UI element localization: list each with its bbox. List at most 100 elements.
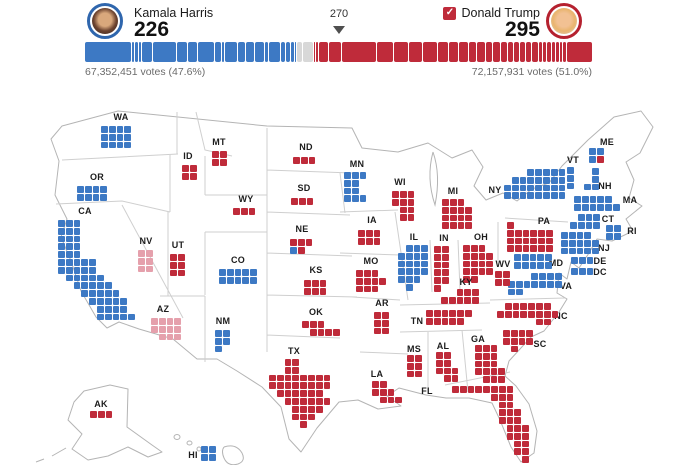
ev-square-fl[interactable] — [483, 386, 490, 393]
ev-square-nj[interactable] — [568, 232, 576, 239]
ev-square-oh[interactable] — [486, 252, 494, 260]
ev-square-oh[interactable] — [463, 252, 470, 260]
bar-segment-dem[interactable] — [197, 42, 214, 62]
ev-square-ca[interactable] — [73, 220, 81, 227]
ev-square-ny[interactable] — [511, 176, 519, 184]
ev-square-nj[interactable] — [561, 239, 568, 247]
ev-square-ny[interactable] — [527, 184, 535, 192]
bar-segment-dem[interactable] — [255, 42, 264, 62]
ev-square-or[interactable] — [84, 193, 92, 201]
ev-square-mo[interactable] — [363, 270, 371, 277]
ev-square-mo[interactable] — [356, 277, 363, 285]
ev-square-fl[interactable] — [491, 386, 498, 393]
ev-square-ny[interactable] — [511, 192, 519, 200]
ev-square-ca[interactable] — [58, 259, 65, 266]
ev-square-ca[interactable] — [97, 282, 104, 290]
ev-square-va[interactable] — [547, 280, 554, 288]
ev-square-ca[interactable] — [89, 290, 96, 297]
ev-square-nv[interactable] — [145, 265, 153, 273]
ev-square-in[interactable] — [441, 277, 449, 284]
ev-square-tx[interactable] — [315, 390, 323, 397]
ev-square-mo[interactable] — [371, 270, 379, 277]
bar-segment-dem[interactable] — [152, 42, 177, 62]
bar-segment-rep[interactable] — [477, 42, 485, 62]
ev-square-tx[interactable] — [323, 398, 331, 405]
ev-square-pa[interactable] — [538, 245, 545, 253]
ev-square-mo[interactable] — [363, 285, 371, 293]
ev-square-tn[interactable] — [433, 310, 441, 317]
ev-square-tx[interactable] — [323, 382, 331, 390]
ev-square-ri[interactable] — [613, 225, 621, 232]
ev-square-az[interactable] — [166, 318, 174, 325]
ev-square-hi[interactable] — [208, 446, 216, 453]
ev-square-il[interactable] — [421, 260, 429, 268]
ev-square-al[interactable] — [443, 352, 451, 359]
ev-square-co[interactable] — [219, 269, 226, 276]
ev-square-wa[interactable] — [116, 133, 124, 141]
ev-square-wi[interactable] — [399, 206, 407, 214]
ev-square-ma[interactable] — [581, 203, 589, 211]
ev-square-pa[interactable] — [530, 245, 538, 253]
ev-square-wa[interactable] — [101, 133, 108, 141]
ev-square-nc[interactable] — [504, 310, 512, 318]
bar-segment-rep[interactable] — [501, 42, 508, 62]
ev-square-oh[interactable] — [463, 245, 470, 252]
ev-square-ny[interactable] — [543, 176, 550, 184]
ev-square-nc[interactable] — [536, 318, 543, 326]
ev-square-nm[interactable] — [222, 337, 230, 345]
ev-square-va[interactable] — [554, 280, 562, 288]
ev-square-ca[interactable] — [120, 298, 128, 305]
bar-segment-dem[interactable] — [131, 42, 135, 62]
ev-square-mn[interactable] — [344, 187, 351, 195]
ev-square-al[interactable] — [443, 375, 451, 383]
ev-square-ca[interactable] — [73, 259, 81, 266]
ev-square-nj[interactable] — [592, 247, 599, 255]
ev-square-ny[interactable] — [543, 184, 550, 192]
ev-square-tx[interactable] — [323, 374, 331, 382]
bar-segment-dem[interactable] — [214, 42, 221, 62]
ev-square-oh[interactable] — [463, 276, 470, 283]
ev-square-mt[interactable] — [212, 151, 219, 158]
ev-square-in[interactable] — [434, 285, 441, 292]
ev-square-wa[interactable] — [108, 141, 116, 149]
bar-segment-dem[interactable] — [245, 42, 255, 62]
ev-square-az[interactable] — [158, 325, 166, 333]
ev-square-sc[interactable] — [526, 330, 534, 337]
ev-square-wi[interactable] — [407, 191, 415, 198]
ev-square-md[interactable] — [545, 261, 552, 269]
ev-square-wi[interactable] — [399, 198, 407, 206]
ev-square-wv[interactable] — [495, 278, 502, 286]
ev-square-tx[interactable] — [300, 374, 307, 382]
ev-square-ny[interactable] — [558, 184, 566, 192]
ev-square-mt[interactable] — [219, 151, 227, 158]
ev-square-la[interactable] — [387, 388, 395, 396]
ev-square-ok[interactable] — [309, 328, 317, 336]
bar-segment-dem[interactable] — [286, 42, 290, 62]
ev-square-tx[interactable] — [300, 405, 307, 413]
ev-square-ny[interactable] — [519, 176, 527, 184]
ev-square-or[interactable] — [100, 186, 108, 193]
bar-segment-dem[interactable] — [238, 42, 245, 62]
ev-square-ca[interactable] — [58, 220, 65, 227]
ev-square-ca[interactable] — [104, 298, 112, 305]
ev-square-nj[interactable] — [584, 247, 592, 255]
ev-square-al[interactable] — [436, 367, 443, 375]
ev-square-il[interactable] — [405, 245, 413, 252]
ev-square-ny[interactable] — [527, 192, 535, 200]
ev-square-az[interactable] — [158, 318, 166, 325]
ev-square-mo[interactable] — [371, 285, 379, 293]
ev-square-ms[interactable] — [407, 362, 414, 370]
ev-square-ga[interactable] — [475, 368, 482, 376]
ev-square-mn[interactable] — [359, 172, 367, 179]
bar-segment-dem[interactable] — [221, 42, 225, 62]
bar-segment-rep[interactable] — [485, 42, 493, 62]
ev-square-az[interactable] — [158, 333, 166, 341]
ev-square-ca[interactable] — [89, 266, 96, 274]
ev-square-wi[interactable] — [407, 198, 415, 206]
bar-segment-rep[interactable] — [559, 42, 563, 62]
ev-square-fl[interactable] — [506, 417, 514, 424]
bar-segment-dem[interactable] — [135, 42, 138, 62]
ev-square-il[interactable] — [413, 276, 421, 283]
ev-square-wv[interactable] — [502, 278, 510, 286]
ev-square-ca[interactable] — [65, 235, 73, 243]
